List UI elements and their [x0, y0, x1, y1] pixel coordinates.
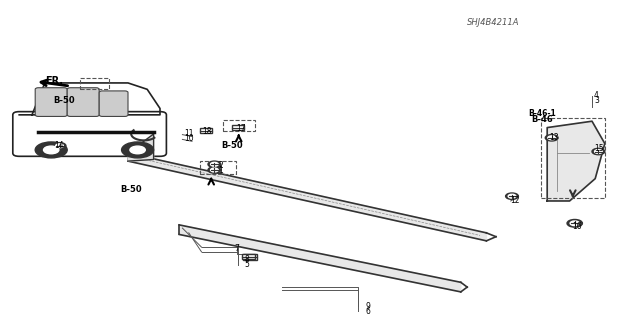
- FancyBboxPatch shape: [13, 112, 166, 156]
- Text: 13: 13: [548, 133, 559, 142]
- Bar: [200, 129, 212, 133]
- Circle shape: [208, 167, 221, 173]
- Text: 6: 6: [365, 307, 371, 315]
- Polygon shape: [128, 134, 154, 161]
- Polygon shape: [19, 83, 160, 115]
- Text: 12: 12: [511, 197, 520, 205]
- Circle shape: [506, 193, 518, 199]
- Polygon shape: [547, 121, 605, 201]
- Text: 8: 8: [244, 256, 249, 264]
- Circle shape: [548, 136, 556, 140]
- Text: 1: 1: [218, 166, 223, 175]
- Text: 9: 9: [365, 302, 371, 311]
- Text: 17: 17: [236, 124, 246, 133]
- Text: 16: 16: [572, 222, 582, 231]
- Circle shape: [508, 194, 516, 198]
- Circle shape: [44, 146, 59, 154]
- Circle shape: [211, 168, 218, 172]
- Bar: [223, 120, 255, 131]
- FancyBboxPatch shape: [67, 88, 99, 116]
- Circle shape: [211, 162, 218, 166]
- Bar: [80, 78, 109, 89]
- Text: 4: 4: [594, 91, 599, 100]
- Text: B-50: B-50: [120, 185, 142, 194]
- FancyBboxPatch shape: [99, 91, 128, 116]
- Text: B-50: B-50: [221, 141, 243, 150]
- Text: B-46-1: B-46-1: [528, 109, 556, 118]
- Bar: [242, 254, 255, 259]
- Polygon shape: [128, 153, 486, 241]
- Text: 14: 14: [54, 141, 64, 150]
- Circle shape: [595, 150, 602, 153]
- Circle shape: [130, 146, 145, 154]
- Text: 2: 2: [218, 161, 223, 170]
- Circle shape: [567, 219, 582, 227]
- Text: 7: 7: [234, 244, 239, 253]
- Text: SHJ4B4211A: SHJ4B4211A: [467, 18, 519, 27]
- Bar: [232, 125, 244, 130]
- Circle shape: [122, 142, 154, 158]
- Circle shape: [545, 135, 558, 141]
- Text: FR.: FR.: [45, 76, 63, 86]
- Circle shape: [56, 144, 63, 148]
- Bar: [541, 118, 605, 198]
- FancyBboxPatch shape: [35, 88, 67, 116]
- Text: B-46: B-46: [531, 115, 553, 124]
- Circle shape: [208, 161, 221, 167]
- Bar: [243, 254, 257, 260]
- Text: B-50: B-50: [53, 96, 75, 105]
- Text: 11: 11: [184, 130, 193, 138]
- Text: 18: 18: [203, 127, 212, 136]
- Circle shape: [592, 148, 605, 155]
- Bar: [200, 161, 236, 174]
- Text: 15: 15: [594, 144, 604, 153]
- Text: 3: 3: [594, 96, 599, 105]
- Circle shape: [35, 142, 67, 158]
- Text: 10: 10: [184, 134, 194, 143]
- Text: 5: 5: [244, 260, 249, 269]
- Circle shape: [53, 143, 66, 149]
- Circle shape: [570, 221, 579, 226]
- Polygon shape: [179, 225, 461, 292]
